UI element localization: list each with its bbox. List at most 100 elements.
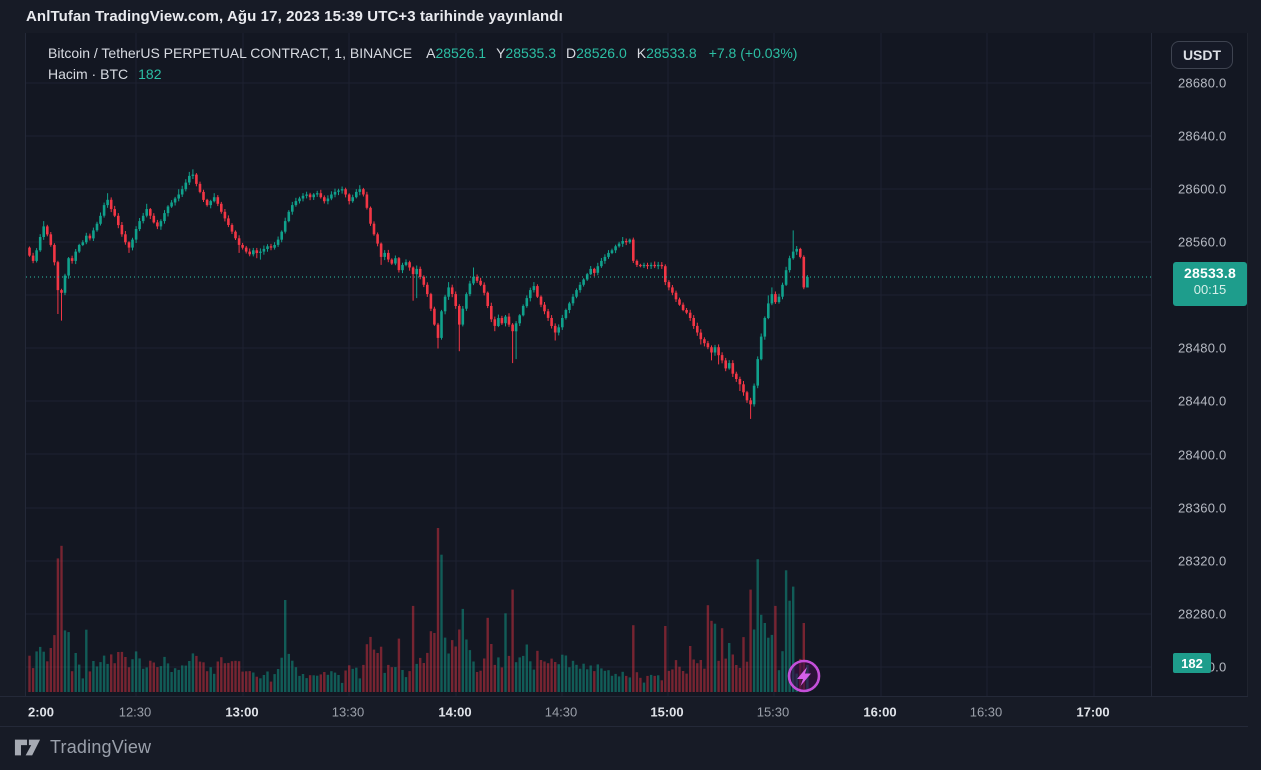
volume-bar	[181, 665, 184, 692]
volume-bar	[589, 665, 592, 692]
candle-body	[56, 262, 60, 291]
volume-bar	[781, 651, 784, 692]
candle-body	[521, 306, 525, 316]
candle-body	[177, 194, 180, 199]
volume-bar	[159, 666, 163, 692]
candle-body	[596, 266, 600, 273]
volume-bar	[433, 633, 436, 692]
volume-bar	[628, 677, 631, 692]
volume-bar	[149, 660, 152, 692]
volume-bar	[117, 652, 120, 692]
candle-body	[301, 195, 305, 199]
candle-body	[145, 209, 148, 216]
price-axis-label: 28320.0	[1178, 553, 1227, 569]
volume-bar	[653, 675, 656, 692]
volume-bar	[269, 681, 273, 692]
candle-body	[404, 262, 408, 265]
currency-toggle-button[interactable]: USDT	[1171, 41, 1233, 69]
volume-bar	[379, 646, 383, 692]
candle-body	[35, 250, 38, 261]
attribution-text: AnlTufan TradingView.com, Ağu 17, 2023 1…	[26, 8, 563, 25]
candle-body	[767, 303, 770, 318]
candle-body	[273, 245, 276, 248]
candle-body	[227, 218, 230, 225]
candle-body	[269, 246, 273, 248]
volume-bar	[447, 653, 450, 692]
candle-body	[46, 226, 49, 235]
candle-body	[585, 274, 589, 280]
volume-bar	[298, 675, 301, 692]
volume-bar	[63, 630, 67, 692]
volume-bar	[664, 626, 667, 692]
volume-bar	[326, 674, 330, 692]
volume-bar	[152, 662, 155, 692]
volume-bar	[493, 664, 496, 692]
volume-bar	[53, 635, 56, 692]
candle-body	[88, 235, 92, 239]
candle-body	[355, 191, 358, 198]
candle-body	[465, 294, 468, 309]
candle-body	[415, 268, 418, 275]
candle-body	[102, 205, 106, 216]
candle-body	[159, 221, 163, 227]
candle-body	[472, 276, 475, 284]
volume-bar	[305, 678, 308, 692]
candle-body	[582, 279, 585, 285]
candle-body	[632, 239, 635, 261]
volume-bar	[202, 662, 205, 692]
volume-bar	[191, 653, 195, 692]
symbol-title[interactable]: Bitcoin / TetherUS PERPETUAL CONTRACT, 1…	[48, 45, 413, 61]
chart-pane[interactable]: Bitcoin / TetherUS PERPETUAL CONTRACT, 1…	[25, 33, 1151, 696]
candle-body	[308, 194, 312, 198]
volume-bar	[465, 639, 468, 692]
volume-bar	[209, 667, 212, 692]
candle-body	[394, 258, 397, 264]
candle-body	[458, 306, 461, 325]
candle-body	[664, 266, 667, 283]
volume-bar	[490, 644, 493, 692]
volume-bar	[685, 673, 688, 692]
last-price-chip: 28533.8 00:15	[1173, 262, 1247, 306]
volume-bar	[120, 651, 124, 692]
candle-body	[440, 311, 443, 338]
time-axis[interactable]: 2:00 12:30 13:00 13:30 14:00 14:30 15:00 15:30 1…	[0, 696, 1248, 727]
volume-bar	[504, 613, 507, 692]
volume-bar	[280, 657, 283, 692]
price-axis-label: 28440.0	[1178, 393, 1227, 409]
candle-body	[252, 250, 255, 255]
candle-body	[727, 363, 731, 369]
volume-bar	[312, 675, 315, 692]
candle-body	[791, 251, 795, 259]
volume-bar	[703, 668, 706, 692]
price-axis[interactable]: USDT 28680.0 28640.0 28600.0 28560.0 28480.0…	[1151, 33, 1248, 696]
volume-bar	[788, 600, 791, 692]
volume-bar	[333, 672, 337, 692]
volume-bar	[198, 661, 202, 692]
candle-body	[639, 264, 642, 267]
volume-study-label[interactable]: Hacim · BTC	[48, 66, 129, 82]
volume-bar	[376, 653, 379, 692]
price-axis-label: 28680.0	[1178, 75, 1227, 91]
volume-bar	[610, 675, 614, 692]
candle-body	[553, 325, 557, 333]
candle-body	[621, 241, 624, 244]
candle-body	[347, 194, 351, 202]
candle-body	[266, 246, 269, 249]
volume-bar	[422, 663, 425, 692]
candlestick-chart[interactable]	[26, 33, 1151, 696]
tradingview-logo[interactable]: TradingView	[14, 735, 151, 760]
volume-bar	[607, 670, 610, 692]
volume-bar	[323, 672, 326, 692]
volume-bar	[31, 668, 35, 692]
candle-body	[486, 292, 489, 306]
candle-body	[358, 189, 362, 192]
candle-body	[216, 197, 220, 204]
candle-body	[447, 287, 450, 297]
volume-bar	[245, 671, 248, 692]
candle-body	[38, 237, 42, 251]
volume-bar	[234, 660, 237, 692]
volume-bar	[397, 638, 401, 692]
volume-bar	[561, 654, 564, 692]
candle-body	[802, 256, 806, 288]
boost-badge[interactable]	[786, 658, 822, 694]
